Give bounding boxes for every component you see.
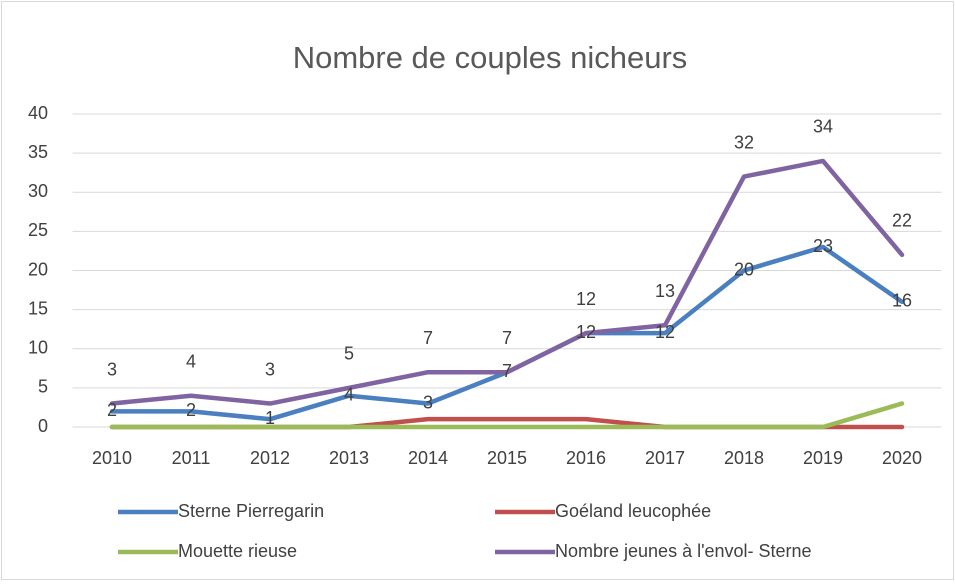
data-label: 12 bbox=[576, 322, 596, 342]
data-label: 4 bbox=[344, 384, 354, 404]
x-tick-label: 2015 bbox=[487, 448, 527, 468]
data-label: 3 bbox=[107, 359, 117, 379]
y-tick-label: 5 bbox=[38, 377, 48, 397]
x-tick-label: 2019 bbox=[803, 448, 843, 468]
data-label: 7 bbox=[502, 361, 512, 381]
data-label: 3 bbox=[423, 392, 433, 412]
x-tick-label: 2020 bbox=[882, 448, 922, 468]
data-label: 2 bbox=[107, 400, 117, 420]
y-tick-label: 20 bbox=[28, 259, 48, 279]
y-tick-label: 40 bbox=[28, 103, 48, 123]
y-tick-label: 10 bbox=[28, 338, 48, 358]
x-tick-label: 2014 bbox=[408, 448, 448, 468]
data-label: 12 bbox=[576, 289, 596, 309]
data-label: 20 bbox=[734, 259, 754, 279]
data-label: 3 bbox=[265, 359, 275, 379]
y-tick-label: 0 bbox=[38, 416, 48, 436]
legend-label: Mouette rieuse bbox=[178, 541, 297, 561]
x-tick-label: 2018 bbox=[724, 448, 764, 468]
legend-label: Goéland leucophée bbox=[555, 501, 711, 521]
x-tick-label: 2012 bbox=[250, 448, 290, 468]
data-label: 13 bbox=[655, 281, 675, 301]
y-tick-label: 15 bbox=[28, 298, 48, 318]
y-tick-label: 30 bbox=[28, 181, 48, 201]
chart-title: Nombre de couples nicheurs bbox=[293, 40, 688, 75]
y-tick-label: 35 bbox=[28, 142, 48, 162]
x-tick-label: 2016 bbox=[566, 448, 606, 468]
data-label: 23 bbox=[813, 236, 833, 256]
data-label: 7 bbox=[502, 328, 512, 348]
x-tick-label: 2011 bbox=[172, 448, 211, 468]
data-label: 22 bbox=[892, 211, 912, 231]
y-tick-label: 25 bbox=[28, 220, 48, 240]
data-label: 16 bbox=[892, 291, 912, 311]
legend-label: Sterne Pierregarin bbox=[178, 501, 324, 521]
series-line bbox=[109, 158, 905, 406]
x-tick-label: 2017 bbox=[645, 448, 685, 468]
data-label: 5 bbox=[344, 344, 354, 364]
x-tick-label: 2013 bbox=[329, 448, 369, 468]
legend-label: Nombre jeunes à l'envol- Sterne bbox=[555, 541, 812, 561]
series-line bbox=[109, 401, 905, 430]
data-label: 12 bbox=[655, 322, 675, 342]
data-label: 34 bbox=[813, 117, 833, 137]
data-label: 32 bbox=[734, 132, 754, 152]
data-label: 1 bbox=[265, 408, 275, 428]
data-label: 4 bbox=[186, 351, 196, 371]
data-label: 2 bbox=[186, 400, 196, 420]
x-tick-label: 2010 bbox=[92, 448, 132, 468]
data-label: 7 bbox=[423, 328, 433, 348]
